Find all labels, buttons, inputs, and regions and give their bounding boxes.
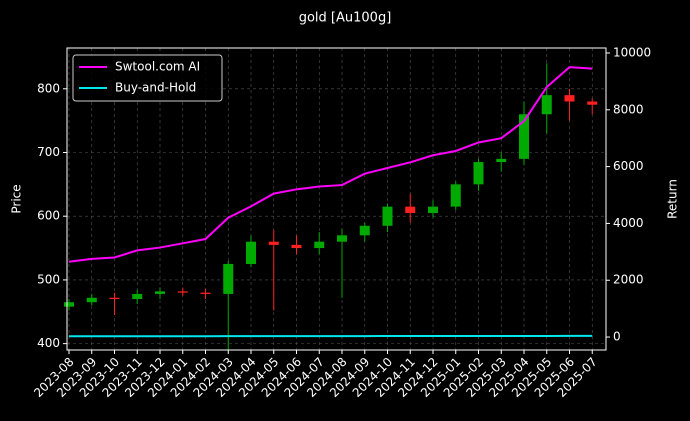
legend-box	[72, 54, 223, 102]
candle-body	[200, 292, 211, 294]
y-tick-label: 600	[37, 209, 60, 223]
candle-body	[359, 225, 370, 236]
candle-body	[428, 206, 438, 214]
candle-body	[564, 95, 575, 102]
candle-body	[86, 297, 97, 303]
candle-body	[587, 101, 598, 105]
y-tick-label: 800	[37, 81, 60, 95]
candle-body	[496, 158, 507, 163]
candle-body	[109, 297, 120, 300]
candle-body	[246, 241, 256, 264]
plot-frame	[66, 47, 607, 351]
candle-body	[473, 162, 484, 185]
y-tick-label: 400	[37, 336, 60, 350]
y2-tick-label: 8000	[613, 102, 644, 116]
y-tick-label: 500	[37, 272, 60, 286]
legend-label: Swtool.com AI	[115, 60, 200, 74]
candle-body	[405, 206, 416, 214]
candle-body	[291, 244, 302, 249]
y2-tick-label: 10000	[613, 45, 651, 59]
y2-tick-label: 2000	[613, 273, 644, 287]
candle-body	[314, 241, 325, 249]
candle-body	[519, 114, 529, 159]
y2-tick-label: 6000	[613, 159, 644, 173]
candle-body	[541, 95, 552, 115]
y2-tick-label: 0	[613, 330, 621, 344]
candle-body	[155, 291, 165, 294]
candle-body	[268, 241, 279, 245]
candle-body	[177, 291, 188, 293]
candle-body	[382, 206, 393, 226]
chart-title: gold [Au100g]	[299, 11, 392, 26]
candle-body	[450, 184, 461, 207]
y2-axis-label: Return	[666, 179, 680, 219]
candle-body	[64, 302, 74, 307]
candle-body	[223, 263, 234, 294]
candle-body	[132, 293, 143, 300]
y-axis-label: Price	[10, 184, 24, 213]
series-line	[68, 66, 593, 263]
legend-label: Buy-and-Hold	[115, 81, 196, 95]
y-tick-label: 700	[37, 145, 60, 159]
y2-tick-label: 4000	[613, 216, 644, 230]
candle-body	[337, 235, 347, 242]
